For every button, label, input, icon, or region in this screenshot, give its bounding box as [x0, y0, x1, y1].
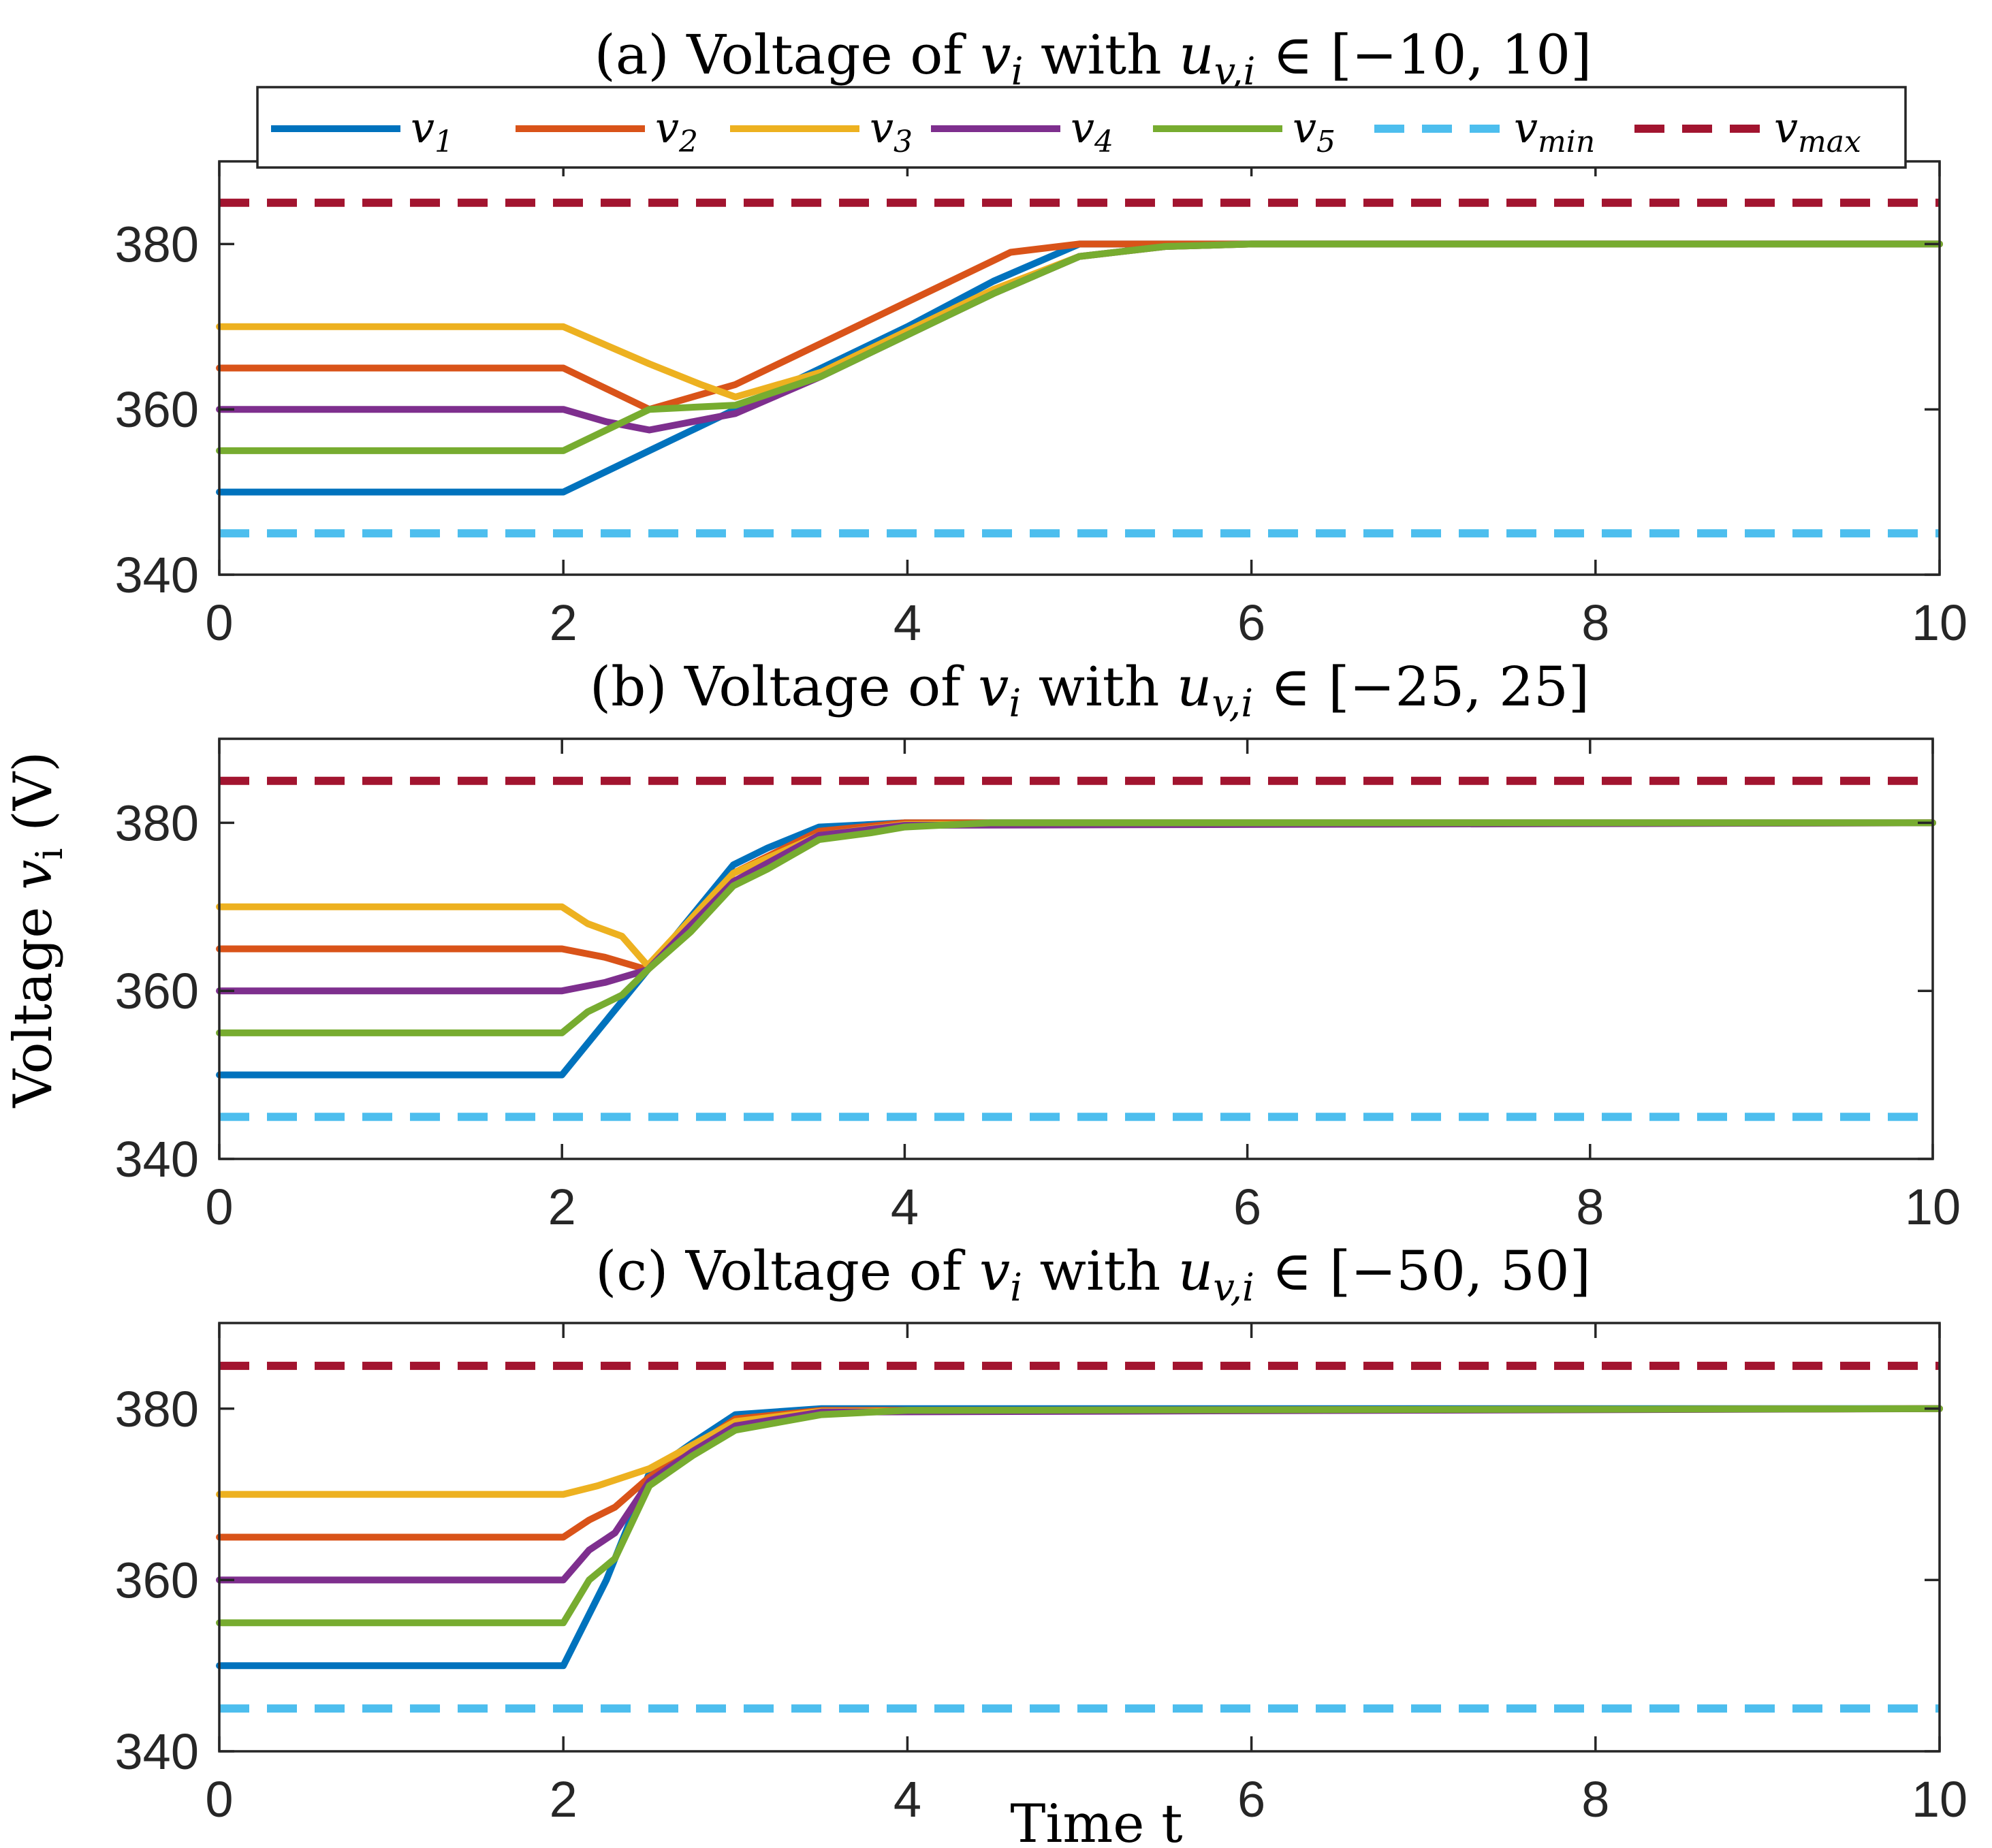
legend-entry-v5: v5 — [1153, 103, 1335, 159]
x-tick-label: 8 — [1576, 1179, 1604, 1235]
panels: 0 2 4 6 8 10 340 360 380 (a) Voltage of vi with u… — [115, 23, 1968, 1828]
x-tick-label: 6 — [1237, 1771, 1265, 1828]
legend: v1 v2 v3 v4 v5 vmin vmax — [256, 86, 1907, 169]
x-tick-label: 0 — [205, 1771, 233, 1828]
x-tick-label: 8 — [1581, 1771, 1609, 1828]
x-tick-label: 10 — [1905, 1179, 1961, 1235]
x-tick-label: 4 — [891, 1179, 919, 1235]
x-tick-label: 8 — [1581, 594, 1609, 651]
y-tick-label: 340 — [115, 1131, 199, 1188]
panel-b: 0 2 4 6 8 10 340 360 380 (b) Voltage of vi with u… — [115, 655, 1961, 1235]
axes-box — [218, 1322, 1941, 1753]
legend-entry-v1: v1 — [271, 103, 454, 159]
legend-entry-v3: v3 — [730, 103, 913, 159]
x-tick-label: 4 — [894, 1771, 921, 1828]
series-line-v5 — [216, 819, 1936, 1036]
panel-a: 0 2 4 6 8 10 340 360 380 (a) Voltage of vi with u… — [115, 23, 1968, 651]
panel-title: (b) Voltage of vi with uv,i ∈ [−25, 25] — [590, 655, 1590, 726]
legend-label: v2 — [655, 103, 698, 159]
legend-label: v1 — [411, 103, 454, 159]
x-tick-label: 10 — [1912, 594, 1967, 651]
panel-title: (a) Voltage of vi with uv,i ∈ [−10, 10] — [595, 23, 1592, 94]
legend-label: v4 — [1071, 103, 1113, 159]
legend-label: vmin — [1514, 103, 1595, 159]
series-line-v5 — [216, 1405, 1943, 1627]
x-tick-label: 2 — [548, 1179, 576, 1235]
x-tick-label: 6 — [1237, 594, 1265, 651]
x-tick-label: 2 — [550, 594, 578, 651]
series-line-v2 — [216, 240, 1943, 413]
legend-label: v5 — [1293, 103, 1335, 159]
y-tick-label: 360 — [115, 1552, 199, 1608]
axes-box — [218, 737, 1934, 1160]
legend-entry-vmin: vmin — [1374, 103, 1595, 159]
x-tick-label: 4 — [894, 594, 921, 651]
y-tick-label: 380 — [115, 1381, 199, 1437]
panel-c: 0 2 4 6 8 10 340 360 380 (c) Voltage of vi with u… — [115, 1239, 1968, 1828]
y-tick-label: 380 — [115, 216, 199, 272]
y-tick-label: 360 — [115, 381, 199, 438]
panel-title: (c) Voltage of vi with uv,i ∈ [−50, 50] — [595, 1239, 1591, 1310]
x-tick-label: 0 — [205, 1179, 233, 1235]
legend-label: vmax — [1774, 103, 1861, 159]
x-tick-label: 2 — [550, 1771, 578, 1828]
legend-entry-v2: v2 — [516, 103, 698, 159]
legend-entry-v4: v4 — [931, 103, 1113, 159]
y-tick-label: 360 — [115, 963, 199, 1019]
series-line-v5 — [216, 240, 1943, 454]
y-tick-label: 340 — [115, 547, 199, 603]
x-tick-label: 0 — [205, 594, 233, 651]
x-axis-label: Time t — [1010, 1794, 1182, 1848]
x-tick-label: 10 — [1912, 1771, 1967, 1828]
y-axis-label: Voltage vi (V) — [3, 751, 71, 1108]
y-tick-label: 380 — [115, 795, 199, 851]
x-tick-label: 6 — [1233, 1179, 1261, 1235]
legend-label: v3 — [870, 103, 913, 159]
legend-entry-vmax: vmax — [1634, 103, 1861, 159]
y-tick-label: 340 — [115, 1723, 199, 1780]
